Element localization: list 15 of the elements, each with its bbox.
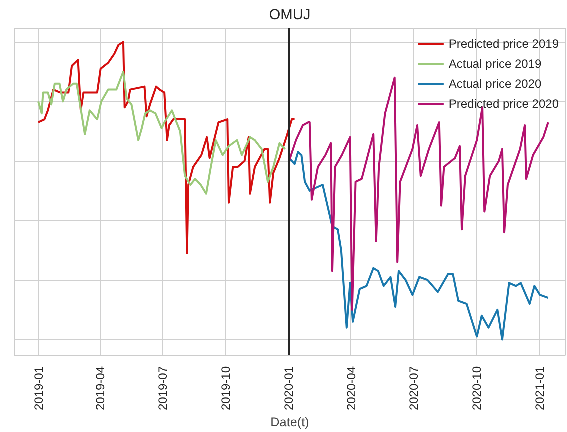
x-tick-label: 2020-04 [344, 366, 358, 411]
x-tick-label: 2019-07 [156, 366, 170, 411]
legend-label: Actual price 2019 [448, 57, 542, 71]
legend-label: Predicted price 2020 [448, 97, 559, 111]
x-tick-label: 2020-07 [406, 366, 421, 411]
x-tick-label: 2020-10 [470, 366, 484, 411]
x-tick-label: 2019-04 [94, 366, 108, 411]
legend-label: Actual price 2020 [448, 77, 542, 91]
x-tick-label: 2021-01 [532, 366, 547, 411]
chart-title: OMUJ [269, 8, 311, 24]
x-tick-label: 2019-01 [32, 366, 46, 411]
x-tick-label: 2020-01 [282, 366, 296, 411]
x-axis-title: Date(t) [270, 416, 310, 430]
x-tick-label: 2019-10 [219, 366, 234, 411]
legend-label: Predicted price 2019 [448, 37, 559, 51]
